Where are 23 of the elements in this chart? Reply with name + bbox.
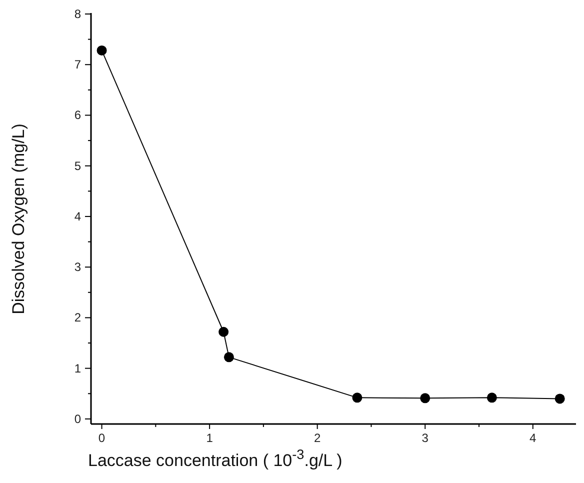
y-tick-label: 4 — [74, 209, 82, 224]
x-axis-title: Laccase concentration ( 10$^{-3}$.g/L ) — [88, 446, 342, 470]
point — [352, 392, 362, 403]
y-tick-label: 3 — [74, 260, 82, 274]
x-tick-label: 1 — [206, 431, 214, 445]
point — [218, 326, 229, 337]
x-tick-label: 0 — [98, 431, 106, 445]
y-tick-label: 5 — [74, 158, 82, 173]
x-tick-label: 2 — [314, 431, 321, 445]
point — [224, 352, 234, 362]
y-tick-label: 2 — [74, 310, 82, 325]
y-tick-label: 7 — [74, 58, 82, 72]
y-tick-label: 8 — [74, 7, 82, 21]
x-tick-label: 4 — [530, 431, 537, 445]
y-axis-title: Dissolved Oxygen (mg/L) — [9, 124, 28, 314]
x-tick-label: 3 — [422, 431, 429, 445]
point — [96, 45, 107, 56]
point — [554, 394, 565, 404]
y-tick-label: 0 — [74, 412, 82, 426]
y-tick-label: 1 — [74, 361, 82, 376]
point — [486, 392, 497, 403]
point — [420, 393, 430, 404]
y-tick-label: 6 — [74, 108, 82, 122]
